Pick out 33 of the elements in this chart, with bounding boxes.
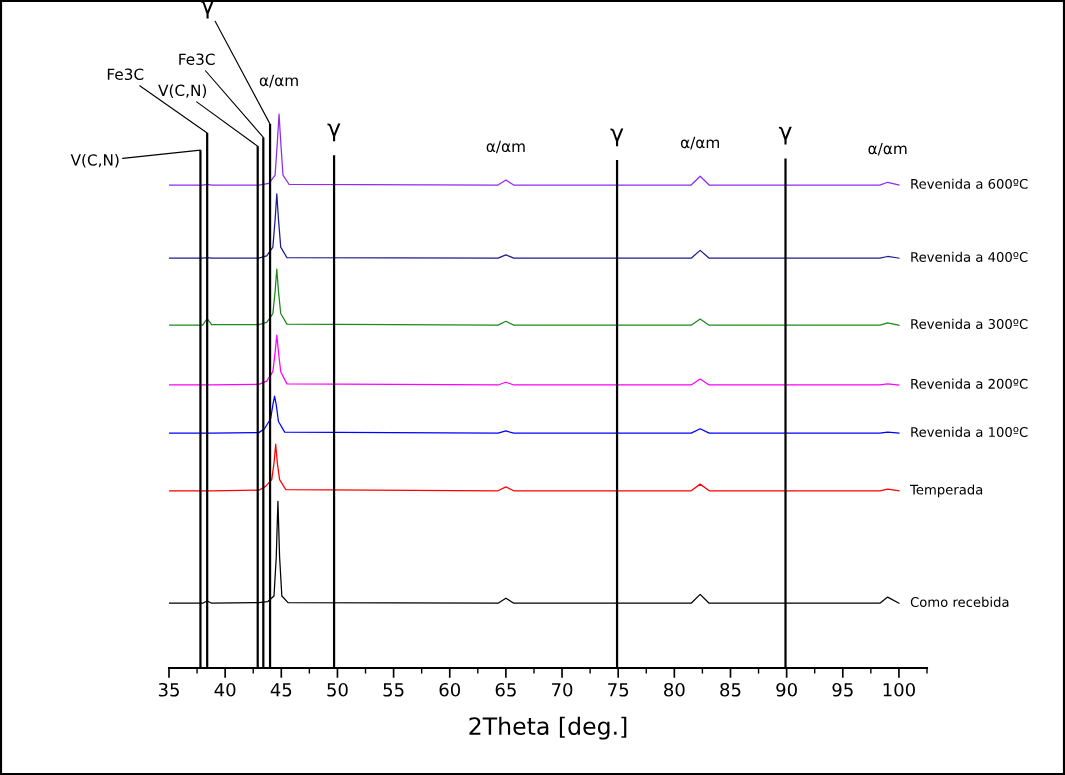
ref-line-label: γ [327,123,341,142]
annotation: α/αm [868,142,907,156]
x-tick-label: 80 [664,682,685,697]
ref-line-label: γ [610,128,624,147]
series-label: Revenida a 600ºC [911,178,1028,189]
x-tick-label: 40 [214,682,236,697]
x-axis-title: 2Theta [deg.] [469,716,627,740]
series-label: Revenida a 200ºC [911,378,1028,389]
x-tick-label: 75 [608,683,629,697]
ref-line-label: V(C,N) [158,84,207,98]
x-tick-label: 35 [158,682,179,697]
series-label: Revenida a 400ºC [911,251,1028,262]
x-tick-label: 65 [495,682,516,697]
ref-line-label: Fe3C [179,53,215,66]
annotation: α/αm [259,74,298,88]
x-tick-label: 50 [327,682,348,697]
annotation: α/αm [680,136,719,150]
x-tick-label: 60 [439,682,461,697]
x-tick-label: 70 [552,682,573,697]
series-label: Revenida a 100ºC [911,426,1028,437]
ref-line-label: γ [778,126,792,145]
annotation: α/αm [486,140,525,154]
ref-line-label: Fe3C [107,68,144,81]
x-tick-label: 55 [383,683,404,697]
x-tick-label: 90 [776,682,797,697]
x-tick-label: 45 [270,683,292,697]
series-label: Revenida a 300ºC [911,318,1028,329]
series-label: Temperada [910,484,983,498]
x-tick-label: 100 [883,682,915,697]
x-tick-label: 85 [720,682,741,697]
ref-line-label: V(C,N) [70,153,119,168]
series-label: Como recebida [910,596,1009,608]
x-tick-label: 95 [832,682,853,697]
